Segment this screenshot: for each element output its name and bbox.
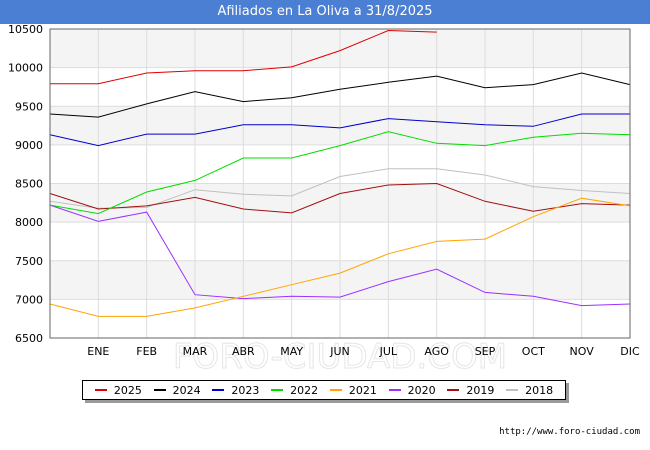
series-line-2024 — [49, 72, 631, 118]
legend-label: 2024 — [172, 383, 201, 397]
legend-item-2019: 2019 — [447, 384, 494, 397]
legend-item-2025: 2025 — [94, 383, 142, 397]
legend-label: 2020 — [407, 383, 436, 397]
legend-item-2021: 2021 — [329, 383, 377, 397]
legend-swatch — [153, 389, 166, 391]
source-url: http://www.foro-ciudad.com — [499, 427, 640, 437]
x-tick-label: NOV — [570, 345, 595, 358]
x-tick-label: JUL — [379, 345, 398, 358]
x-tick-labels: ENE FEB MAR ABR MAY JUN JUL AGO SEP OCT NOV DIC — [87, 345, 640, 358]
chart-title: Afiliados en La Oliva a 31/8/2025 — [0, 0, 650, 24]
series-line-2025 — [50, 29, 437, 85]
legend-item-2022: 2022 — [271, 384, 318, 397]
legend-swatch — [506, 389, 519, 391]
y-tick-label: 7000 — [15, 293, 43, 306]
plot-frame — [49, 28, 631, 339]
axes — [49, 28, 631, 339]
legend-label: 2022 — [290, 383, 319, 397]
series-line-2023 — [49, 113, 630, 147]
legend-item-2024: 2024 — [153, 383, 201, 397]
x-tick-label: MAY — [280, 345, 303, 358]
x-tick-label: AGO — [424, 345, 449, 358]
x-tick-label: ABR — [232, 345, 255, 358]
legend-label: 2023 — [231, 383, 260, 397]
series-line-2022 — [49, 131, 631, 215]
y-tick-label: 6500 — [15, 332, 43, 345]
y-tick-label: 9000 — [15, 139, 43, 152]
legend-swatch — [271, 389, 284, 391]
legend-swatch — [388, 389, 401, 391]
legend-swatch — [447, 389, 460, 391]
x-tick-label: FEB — [136, 345, 157, 358]
y-tick-label: 8500 — [15, 178, 43, 191]
x-tick-label: MAR — [183, 345, 208, 358]
legend-swatch — [94, 389, 107, 391]
legend-label: 2025 — [113, 383, 142, 397]
series-line-2021 — [49, 197, 631, 317]
x-tick-label: OCT — [522, 345, 545, 358]
legend-item-2020: 2020 — [388, 383, 436, 397]
y-tick-label: 9500 — [15, 100, 43, 113]
y-tick-label: 7500 — [15, 255, 43, 268]
x-tick-label: SEP — [475, 345, 496, 358]
legend-swatch — [212, 389, 225, 391]
x-tick-label: JUN — [329, 345, 350, 358]
x-tick-label: ENE — [87, 345, 109, 358]
legend-label: 2018 — [525, 383, 554, 397]
series-line-2019 — [49, 182, 631, 214]
series-line-2020 — [49, 204, 631, 307]
watermark: FORO-CIUDAD.COM — [173, 337, 507, 377]
legend-item-2018: 2018 — [506, 384, 553, 397]
series-line-2018 — [49, 168, 631, 209]
series-lines — [49, 29, 631, 317]
legend-swatch — [329, 389, 342, 391]
y-tick-label: 10500 — [8, 23, 43, 36]
y-tick-label: 10000 — [8, 62, 43, 75]
x-tick-label: DIC — [620, 345, 640, 358]
y-tick-label: 8000 — [15, 216, 43, 229]
legend-label: 2019 — [466, 383, 495, 397]
legend-item-2023: 2023 — [212, 384, 259, 397]
legend-label: 2021 — [348, 383, 377, 397]
legend: 2025 2024 2023 2022 2021 2020 2019 2018 — [82, 380, 566, 400]
y-tick-labels: 6500 7000 7500 8000 8500 9000 9500 10000 10500 — [8, 23, 43, 345]
